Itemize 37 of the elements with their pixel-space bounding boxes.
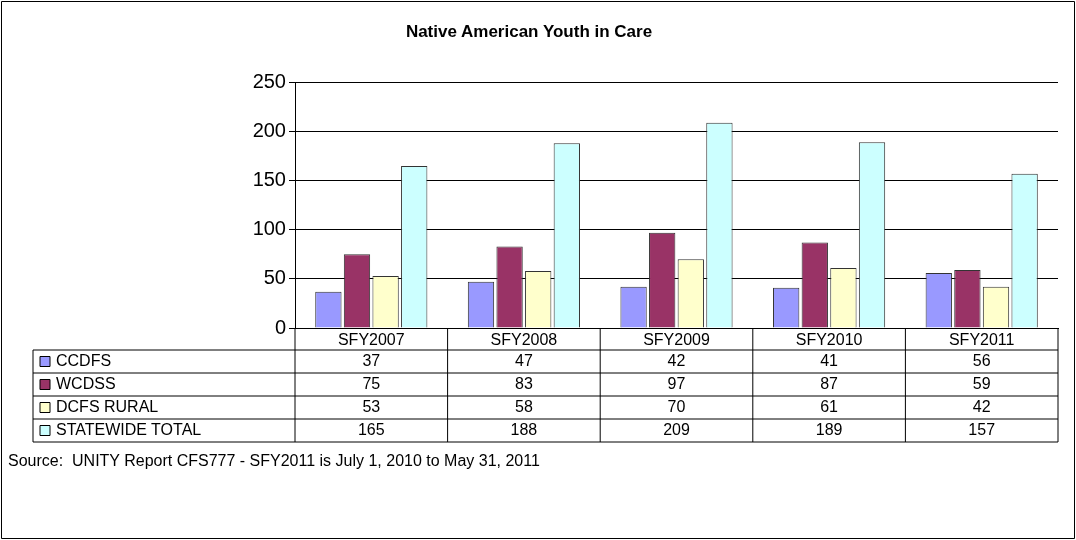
- data-label: 188: [510, 420, 538, 438]
- y-tick-label: 150: [252, 168, 286, 191]
- data-label: 209: [663, 420, 690, 438]
- data-label: 97: [667, 374, 686, 392]
- data-label: 42: [667, 351, 686, 369]
- y-tick-label: 50: [263, 266, 286, 289]
- data-label: 47: [515, 351, 533, 369]
- data-label: 165: [357, 420, 385, 438]
- x-tick-label: SFY2007: [337, 331, 405, 349]
- data-label: 56: [972, 351, 991, 369]
- legend-label: DCFS RURAL: [56, 397, 159, 415]
- data-label: 59: [972, 374, 991, 392]
- data-label: 189: [815, 420, 843, 438]
- x-tick-label: SFY2010: [795, 331, 863, 349]
- y-tick-label: 200: [252, 119, 286, 142]
- x-tick-label: SFY2009: [643, 331, 710, 349]
- x-tick-label: SFY2011: [948, 331, 1015, 349]
- y-tick-label: 250: [252, 69, 286, 92]
- data-label: 83: [515, 374, 533, 392]
- data-label: 41: [820, 351, 839, 369]
- data-label: 58: [515, 397, 533, 415]
- legend-label: CCDFS: [56, 351, 112, 369]
- y-tick-label: 0: [274, 315, 286, 338]
- source-note: Source: UNITY Report CFS777 - SFY2011 is July 1, 2010 to May 31, 2011: [8, 452, 540, 470]
- legend-label: STATEWIDE TOTAL: [56, 420, 202, 438]
- legend-label: WCDSS: [56, 374, 116, 392]
- data-label: 70: [667, 397, 686, 415]
- chart-title: Native American Youth in Care: [405, 21, 653, 41]
- data-label: 53: [362, 397, 381, 415]
- data-label: 157: [968, 420, 996, 438]
- x-tick-label: SFY2008: [490, 331, 558, 349]
- data-label: 37: [362, 351, 381, 369]
- data-label: 87: [820, 374, 839, 392]
- y-tick-label: 100: [252, 217, 286, 240]
- data-label: 61: [820, 397, 839, 415]
- data-label: 75: [362, 374, 381, 392]
- data-label: 42: [972, 397, 991, 415]
